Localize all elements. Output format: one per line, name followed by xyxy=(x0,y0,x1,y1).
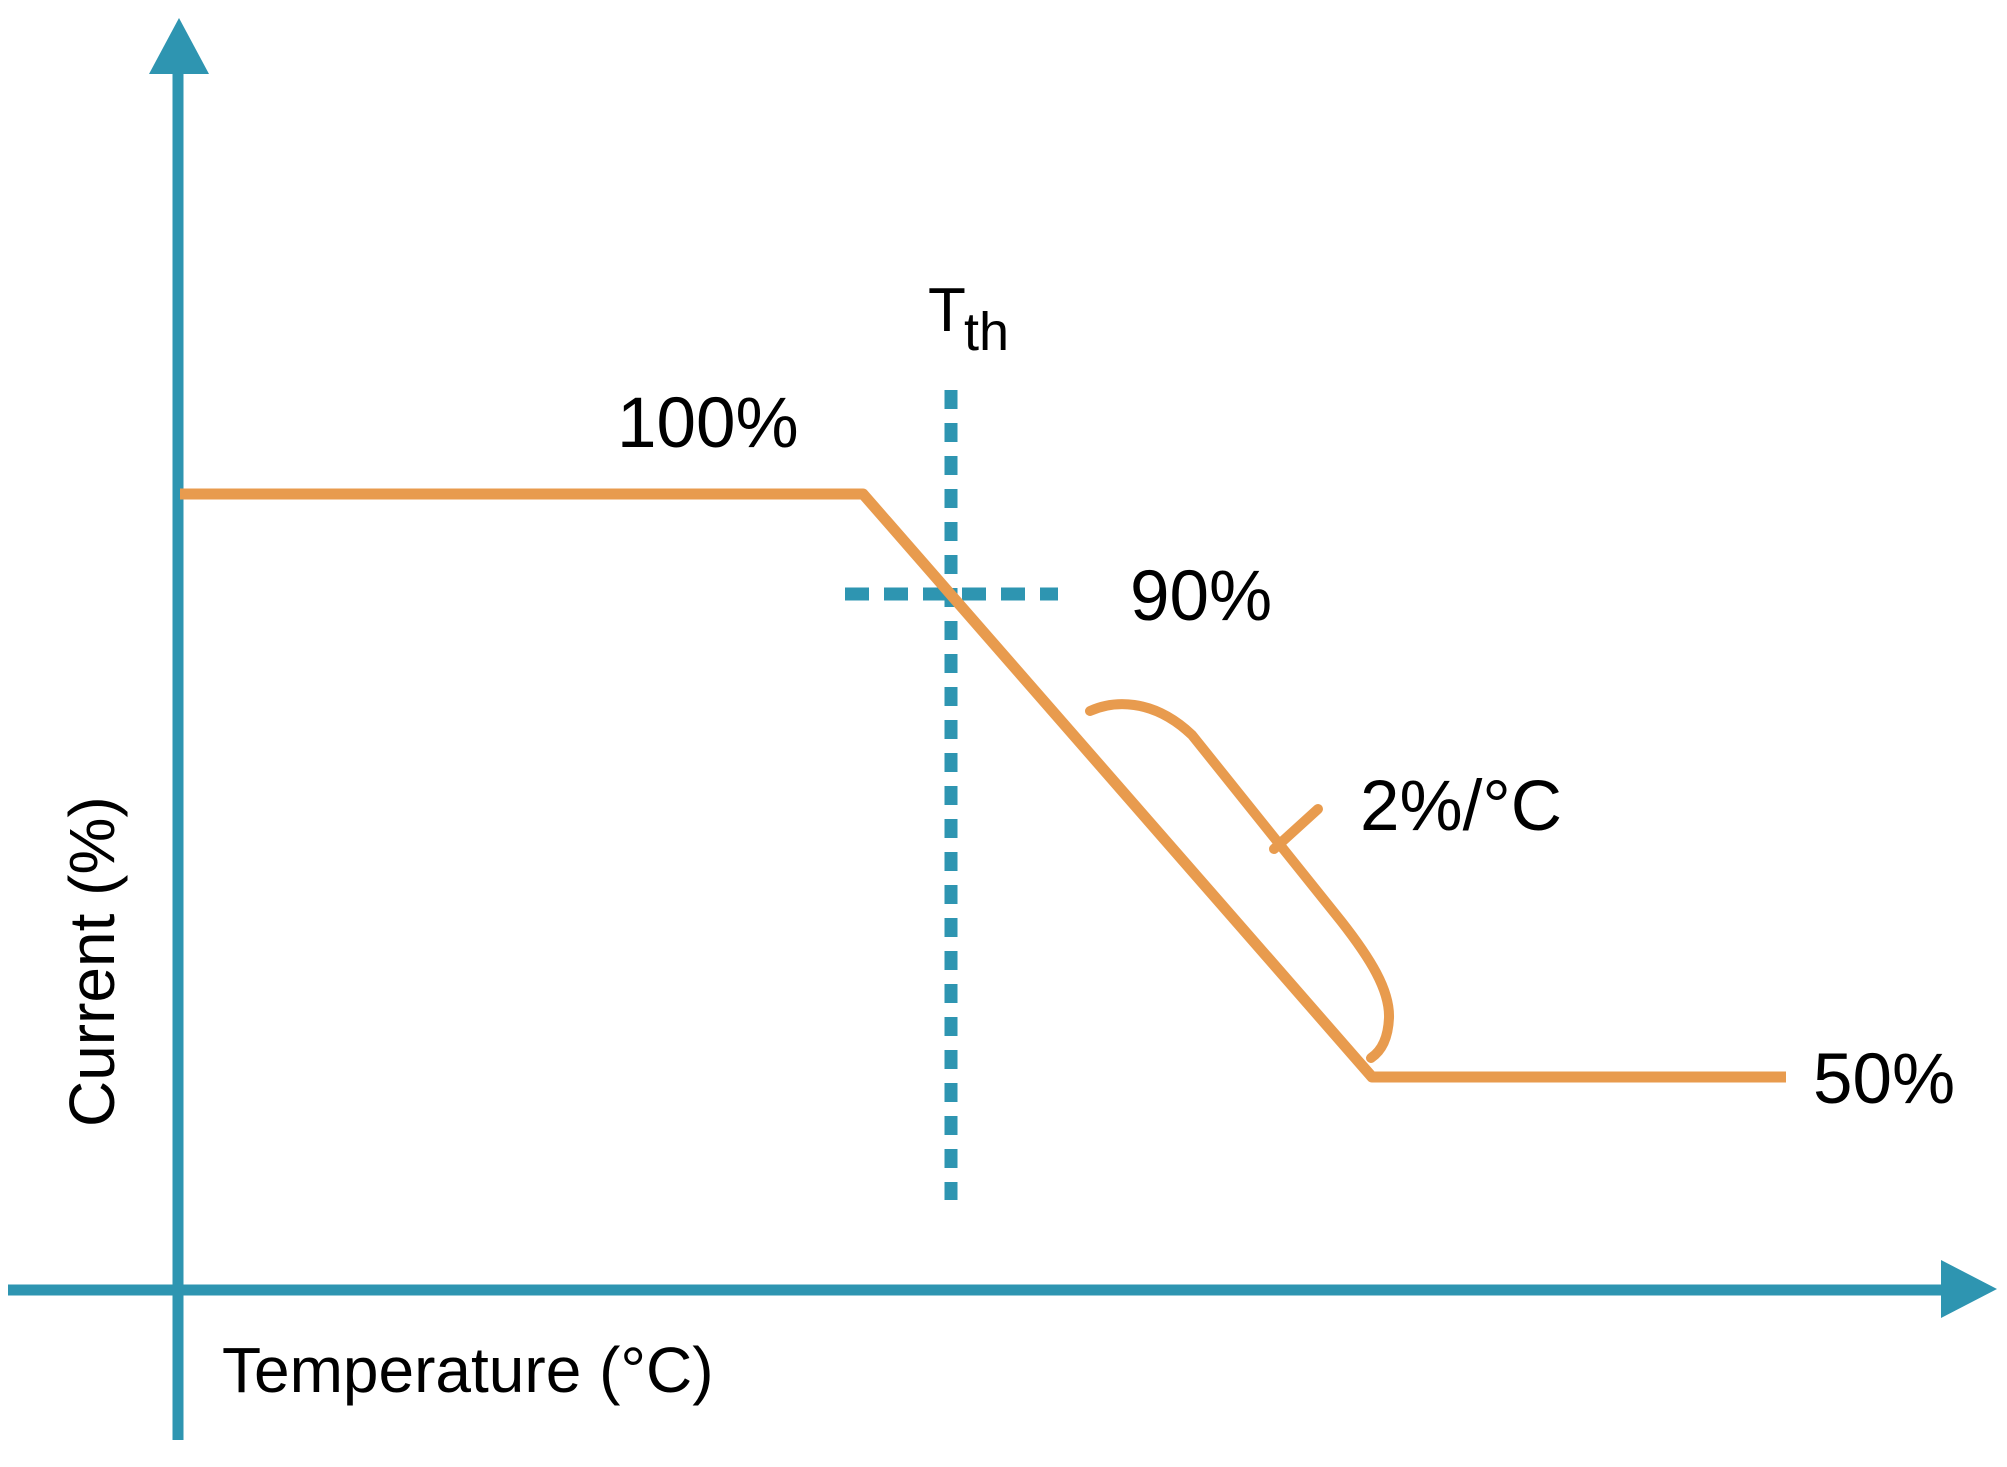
slope-brace-tick xyxy=(1269,804,1323,854)
label-100-percent: 100% xyxy=(617,384,799,463)
derating-curve xyxy=(180,488,1786,1083)
label-slope-2pct-per-degc: 2%/°C xyxy=(1360,767,1562,846)
label-90-percent: 90% xyxy=(1130,557,1272,636)
slope-brace xyxy=(1085,699,1395,1063)
y-axis-arrowhead-icon xyxy=(149,18,209,74)
label-threshold-temperature-symbol: T xyxy=(928,276,966,345)
x-axis-title: Temperature (°C) xyxy=(222,1334,714,1406)
label-threshold-temperature-subscript: th xyxy=(964,302,1009,362)
x-axis-arrowhead-icon xyxy=(1941,1260,1997,1318)
y-axis-title: Current (%) xyxy=(56,796,128,1127)
label-50-percent: 50% xyxy=(1813,1040,1955,1119)
